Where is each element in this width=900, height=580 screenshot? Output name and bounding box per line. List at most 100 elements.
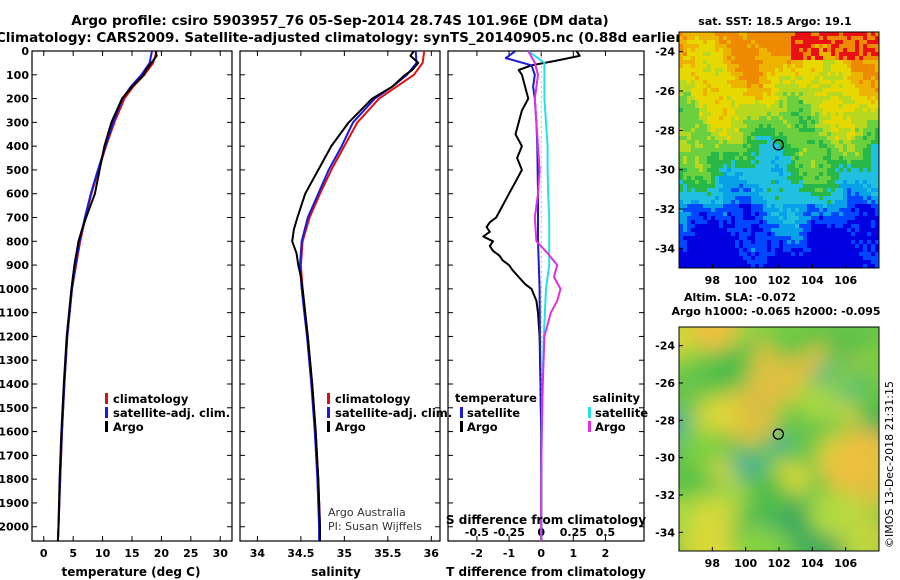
- sst-cell: [679, 196, 683, 200]
- sst-cell: [843, 248, 847, 252]
- sst-cell: [807, 60, 811, 64]
- sst-cell: [779, 84, 783, 88]
- sst-cell: [723, 240, 727, 244]
- sst-cell: [751, 64, 755, 68]
- difference-series: [482, 51, 581, 541]
- sst-cell: [851, 68, 855, 72]
- sst-cell: [851, 256, 855, 260]
- sst-cell: [855, 92, 859, 96]
- sst-cell: [779, 252, 783, 256]
- sst-cell: [843, 64, 847, 68]
- map-x-tick-label: 100: [734, 557, 757, 570]
- sst-cell: [855, 156, 859, 160]
- sst-cell: [771, 168, 775, 172]
- sst-cell: [863, 224, 867, 228]
- sst-cell: [727, 176, 731, 180]
- sst-cell: [819, 168, 823, 172]
- sst-cell: [791, 72, 795, 76]
- sst-cell: [875, 156, 879, 160]
- sst-cell: [699, 52, 703, 56]
- sst-cell: [711, 140, 715, 144]
- sst-cell: [859, 196, 863, 200]
- sst-cell: [843, 240, 847, 244]
- sst-cell: [683, 256, 687, 260]
- sst-cell: [811, 260, 815, 264]
- sst-cell: [851, 248, 855, 252]
- sst-cell: [691, 184, 695, 188]
- sst-cell: [855, 132, 859, 136]
- sst-cell: [751, 248, 755, 252]
- sst-cell: [695, 88, 699, 92]
- sst-cell: [843, 260, 847, 264]
- sst-cell: [691, 36, 695, 40]
- sst-cell: [735, 104, 739, 108]
- sst-cell: [855, 140, 859, 144]
- sst-cell: [823, 204, 827, 208]
- sst-cell: [799, 40, 803, 44]
- sst-cell: [767, 68, 771, 72]
- sst-cell: [767, 100, 771, 104]
- sst-cell: [683, 180, 687, 184]
- sst-cell: [783, 172, 787, 176]
- sst-cell: [703, 148, 707, 152]
- sst-cell: [803, 212, 807, 216]
- sst-cell: [715, 148, 719, 152]
- sst-cell: [751, 96, 755, 100]
- sst-cell: [859, 108, 863, 112]
- sst-cell: [719, 180, 723, 184]
- sst-cell: [831, 200, 835, 204]
- sst-cell: [871, 104, 875, 108]
- sst-cell: [695, 84, 699, 88]
- sst-cell: [783, 36, 787, 40]
- sst-cell: [823, 72, 827, 76]
- sst-cell: [687, 264, 691, 268]
- sst-cell: [851, 132, 855, 136]
- sst-cell: [699, 224, 703, 228]
- sst-cell: [751, 156, 755, 160]
- sst-cell: [683, 80, 687, 84]
- sst-cell: [779, 80, 783, 84]
- sst-cell: [767, 232, 771, 236]
- sst-cell: [827, 96, 831, 100]
- sst-cell: [747, 84, 751, 88]
- sst-cell: [771, 236, 775, 240]
- sst-cell: [855, 264, 859, 268]
- sst-cell: [723, 160, 727, 164]
- sla-anomaly-blob: [679, 327, 691, 360]
- sst-cell: [823, 244, 827, 248]
- sst-cell: [759, 180, 763, 184]
- sst-cell: [719, 224, 723, 228]
- sst-cell: [819, 48, 823, 52]
- sst-cell: [831, 184, 835, 188]
- sst-cell: [723, 264, 727, 268]
- sst-cell: [875, 160, 879, 164]
- sst-cell: [687, 64, 691, 68]
- sst-cell: [839, 152, 843, 156]
- sst-cell: [803, 76, 807, 80]
- sst-cell: [827, 152, 831, 156]
- sst-cell: [723, 236, 727, 240]
- sst-cell: [783, 144, 787, 148]
- sst-cell: [815, 80, 819, 84]
- legend-swatch-argo: [327, 421, 330, 432]
- sst-cell: [851, 124, 855, 128]
- sst-cell: [747, 36, 751, 40]
- sst-cell: [703, 124, 707, 128]
- sst-cell: [707, 232, 711, 236]
- sst-cell: [863, 104, 867, 108]
- sla-anomaly-blob: [768, 433, 793, 456]
- sst-cell: [783, 176, 787, 180]
- sst-cell: [747, 212, 751, 216]
- sst-cell: [763, 92, 767, 96]
- sst-cell: [735, 156, 739, 160]
- sst-cell: [823, 60, 827, 64]
- sst-cell: [787, 112, 791, 116]
- sst-cell: [691, 132, 695, 136]
- legend-swatch-s-satellite: [588, 407, 591, 418]
- sst-cell: [831, 192, 835, 196]
- sst-cell: [755, 212, 759, 216]
- sst-cell: [707, 252, 711, 256]
- sst-cell: [731, 96, 735, 100]
- sst-cell: [683, 144, 687, 148]
- sst-cell: [711, 124, 715, 128]
